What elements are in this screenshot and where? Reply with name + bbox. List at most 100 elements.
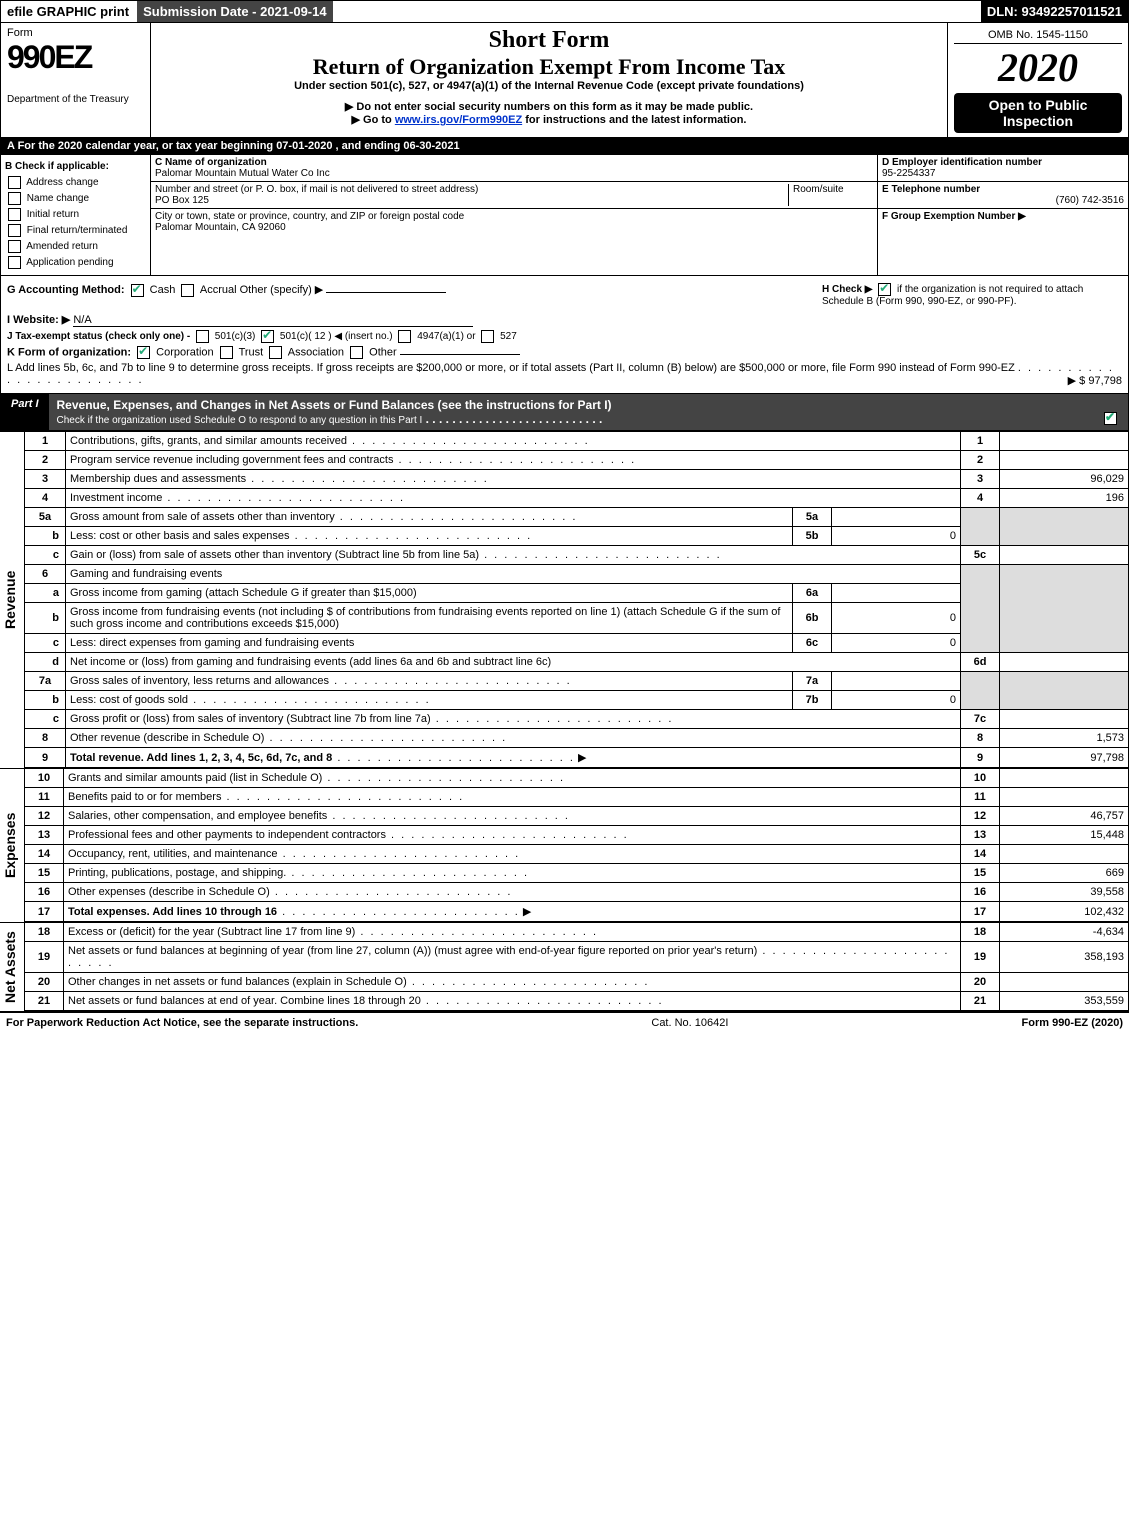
expenses-table: 10Grants and similar amounts paid (list … <box>24 768 1129 922</box>
ein-row: D Employer identification number 95-2254… <box>878 155 1128 182</box>
footer-center: Cat. No. 10642I <box>651 1017 728 1029</box>
info-grid: B Check if applicable: Address change Na… <box>0 155 1129 276</box>
table-row: 8Other revenue (describe in Schedule O)8… <box>25 729 1129 748</box>
org-addr-row: Number and street (or P. O. box, if mail… <box>151 182 877 209</box>
table-row: 2Program service revenue including gover… <box>25 451 1129 470</box>
dept-label: Department of the Treasury <box>7 94 144 105</box>
g-other-input[interactable] <box>326 292 446 293</box>
omb-number: OMB No. 1545-1150 <box>954 27 1122 44</box>
chk-accrual[interactable] <box>181 284 194 297</box>
table-row: 15Printing, publications, postage, and s… <box>25 864 1129 883</box>
table-row: 12Salaries, other compensation, and empl… <box>25 807 1129 826</box>
city-value: Palomar Mountain, CA 92060 <box>155 222 286 233</box>
table-row: cGross profit or (loss) from sales of in… <box>25 710 1129 729</box>
dln-label: DLN: 93492257011521 <box>981 1 1128 22</box>
table-row: 16Other expenses (describe in Schedule O… <box>25 883 1129 902</box>
k-other-input[interactable] <box>400 354 520 355</box>
k-label: K Form of organization: <box>7 346 131 358</box>
form-number: 990EZ <box>7 39 144 76</box>
g-label: G Accounting Method: <box>7 284 125 296</box>
chk-final-return[interactable]: Final return/terminated <box>5 223 146 239</box>
table-row: 5aGross amount from sale of assets other… <box>25 508 1129 527</box>
org-name-row: C Name of organization Palomar Mountain … <box>151 155 877 182</box>
footer-right: Form 990-EZ (2020) <box>1022 1017 1123 1029</box>
expenses-side-label: Expenses <box>0 768 25 922</box>
tax-year: 2020 <box>954 44 1122 91</box>
warn2-pre: ▶ Go to <box>352 114 395 126</box>
period-bar: A For the 2020 calendar year, or tax yea… <box>0 138 1129 155</box>
phone-value: (760) 742-3516 <box>1056 195 1124 206</box>
chk-amended-return[interactable]: Amended return <box>5 239 146 255</box>
form-id-block: Form 990EZ Department of the Treasury <box>1 23 151 137</box>
org-name-label: C Name of organization <box>155 157 267 168</box>
chk-initial-return[interactable]: Initial return <box>5 207 146 223</box>
ein-label: D Employer identification number <box>882 157 1042 168</box>
top-bar: efile GRAPHIC print Submission Date - 20… <box>0 0 1129 23</box>
table-row: 17Total expenses. Add lines 10 through 1… <box>25 902 1129 922</box>
header-warning-2: ▶ Go to www.irs.gov/Form990EZ for instru… <box>157 113 941 126</box>
chk-association[interactable] <box>269 346 282 359</box>
open-to-public: Open to Public Inspection <box>954 93 1122 133</box>
line-j: J Tax-exempt status (check only one) - 5… <box>7 330 1122 343</box>
line-h: H Check ▶ if the organization is not req… <box>822 283 1122 307</box>
line-g: G Accounting Method: Cash Accrual Other … <box>7 283 446 307</box>
check-b-block: B Check if applicable: Address change Na… <box>1 155 151 275</box>
addr-label: Number and street (or P. O. box, if mail… <box>155 184 478 195</box>
line-l: L Add lines 5b, 6c, and 7b to line 9 to … <box>7 362 1122 386</box>
netassets-table: 18Excess or (deficit) for the year (Subt… <box>24 922 1129 1011</box>
part1-title: Revenue, Expenses, and Changes in Net As… <box>49 394 1128 430</box>
chk-corporation[interactable] <box>137 346 150 359</box>
revenue-side-label: Revenue <box>0 431 25 768</box>
l-amount: ▶ $ 97,798 <box>1068 374 1122 387</box>
topbar-spacer <box>335 1 981 22</box>
org-name-value: Palomar Mountain Mutual Water Co Inc <box>155 168 330 179</box>
j-label: J Tax-exempt status (check only one) - <box>7 331 190 342</box>
netassets-section: Net Assets 18Excess or (deficit) for the… <box>0 922 1129 1011</box>
addr-value: PO Box 125 <box>155 195 209 206</box>
phone-row: E Telephone number (760) 742-3516 <box>878 182 1128 209</box>
part1-tag: Part I <box>1 394 49 430</box>
header-center: Short Form Return of Organization Exempt… <box>151 23 948 137</box>
warn2-post: for instructions and the latest informat… <box>525 114 746 126</box>
table-row: 19Net assets or fund balances at beginni… <box>25 942 1129 973</box>
table-row: 14Occupancy, rent, utilities, and mainte… <box>25 845 1129 864</box>
chk-527[interactable] <box>481 330 494 343</box>
footer-left: For Paperwork Reduction Act Notice, see … <box>6 1017 358 1029</box>
line-i: I Website: ▶ N/A <box>7 313 1122 327</box>
revenue-section: Revenue 1Contributions, gifts, grants, a… <box>0 431 1129 768</box>
part1-header: Part I Revenue, Expenses, and Changes in… <box>0 394 1129 431</box>
table-row: 3Membership dues and assessments396,029 <box>25 470 1129 489</box>
chk-cash[interactable] <box>131 284 144 297</box>
table-row: 6Gaming and fundraising events <box>25 565 1129 584</box>
page-footer: For Paperwork Reduction Act Notice, see … <box>0 1011 1129 1033</box>
chk-4947[interactable] <box>398 330 411 343</box>
netassets-side-label: Net Assets <box>0 922 25 1011</box>
table-row: 20Other changes in net assets or fund ba… <box>25 973 1129 992</box>
table-row: cGain or (loss) from sale of assets othe… <box>25 546 1129 565</box>
chk-501c3[interactable] <box>196 330 209 343</box>
group-exemption-row: F Group Exemption Number ▶ <box>878 209 1128 224</box>
chk-other[interactable] <box>350 346 363 359</box>
chk-501c[interactable] <box>261 330 274 343</box>
chk-trust[interactable] <box>220 346 233 359</box>
website-value: N/A <box>73 314 473 327</box>
table-row: 10Grants and similar amounts paid (list … <box>25 769 1129 788</box>
irs-link[interactable]: www.irs.gov/Form990EZ <box>395 114 522 126</box>
chk-name-change[interactable]: Name change <box>5 191 146 207</box>
room-label: Room/suite <box>793 184 844 195</box>
part1-check-text: Check if the organization used Schedule … <box>57 415 423 426</box>
efile-print-label[interactable]: efile GRAPHIC print <box>1 1 137 22</box>
ein-value: 95-2254337 <box>882 168 935 179</box>
right-info-block: D Employer identification number 95-2254… <box>878 155 1128 275</box>
group-exemption-label: F Group Exemption Number ▶ <box>882 211 1026 222</box>
phone-label: E Telephone number <box>882 184 980 195</box>
chk-address-change[interactable]: Address change <box>5 175 146 191</box>
revenue-table: 1Contributions, gifts, grants, and simil… <box>24 431 1129 768</box>
chk-application-pending[interactable]: Application pending <box>5 255 146 271</box>
chk-sched-b[interactable] <box>878 283 891 296</box>
chk-schedule-o[interactable] <box>1104 412 1117 425</box>
table-row: 4Investment income4196 <box>25 489 1129 508</box>
expenses-section: Expenses 10Grants and similar amounts pa… <box>0 768 1129 922</box>
header-right: OMB No. 1545-1150 2020 Open to Public In… <box>948 23 1128 137</box>
table-row: 7aGross sales of inventory, less returns… <box>25 672 1129 691</box>
